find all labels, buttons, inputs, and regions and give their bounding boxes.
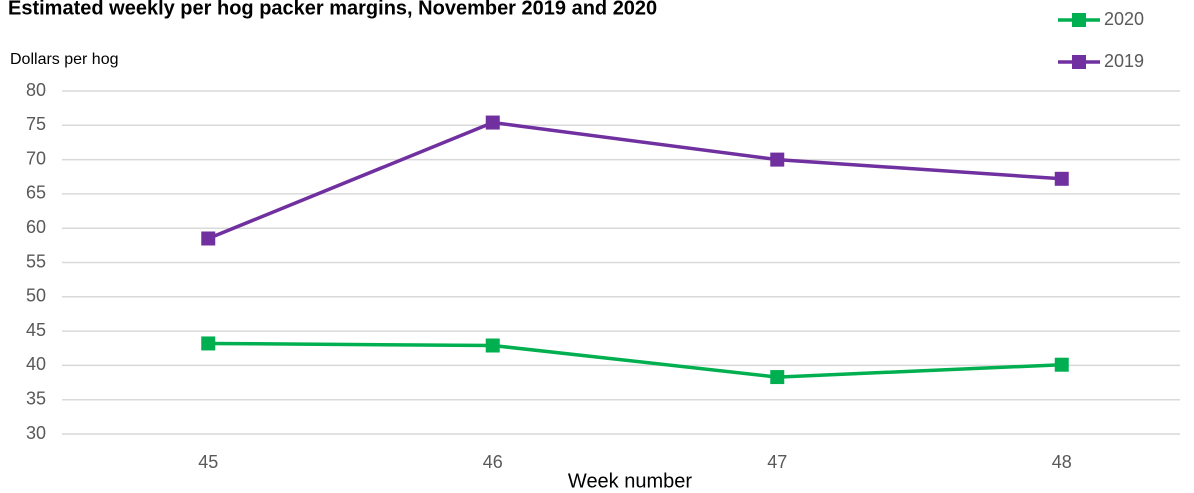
y-tick-label: 35: [26, 388, 46, 408]
x-tick-label: 46: [483, 452, 503, 472]
point-marker: [485, 338, 500, 353]
y-tick-label: 40: [26, 354, 46, 374]
x-tick-label: 47: [767, 452, 787, 472]
point-marker: [485, 115, 500, 130]
y-axis-title: Dollars per hog: [10, 51, 119, 68]
y-tick-label: 80: [26, 80, 46, 100]
y-tick-label: 75: [26, 114, 46, 134]
legend-label: 2019: [1104, 51, 1144, 71]
chart-title: Estimated weekly per hog packer margins,…: [8, 0, 657, 19]
x-axis-title: Week number: [568, 470, 692, 492]
point-marker: [770, 152, 785, 167]
series-line: [208, 341, 1062, 379]
y-tick-label: 55: [26, 251, 46, 271]
series-line: [207, 120, 1062, 241]
y-tick-label: 65: [26, 183, 46, 203]
x-tick-label: 45: [198, 452, 218, 472]
point-marker: [201, 231, 216, 246]
y-tick-label: 30: [26, 423, 46, 443]
point-marker: [1054, 357, 1069, 372]
y-tick-label: 50: [26, 286, 46, 306]
y-tick-label: 45: [26, 320, 46, 340]
legend-marker: [1072, 13, 1086, 27]
y-tick-label: 70: [26, 148, 46, 168]
point-marker: [770, 370, 785, 385]
point-marker: [201, 336, 216, 351]
legend-marker: [1072, 55, 1086, 69]
legend-label: 2020: [1104, 9, 1144, 29]
y-tick-label: 60: [26, 217, 46, 237]
x-tick-label: 48: [1052, 452, 1072, 472]
point-marker: [1054, 171, 1069, 186]
